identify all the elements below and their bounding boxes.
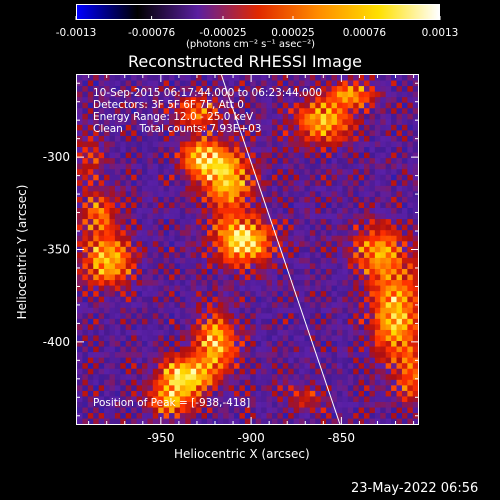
x-axis-label: Heliocentric X (arcsec) — [174, 447, 310, 461]
footer-date: 23-May-2022 06:56 — [351, 481, 479, 496]
colorbar-tick-label: -0.00076 — [128, 27, 176, 39]
colorbar-axis: -0.0013 -0.00076 -0.00025 0.00025 0.00076 0.0… — [56, 16, 459, 39]
solar-limb-line — [220, 75, 341, 424]
y-axis-label: Heliocentric Y (arcsec) — [15, 184, 29, 320]
x-axis-tick-label: -950 — [147, 431, 174, 445]
info-algorithm-counts: Clean Total counts: 7.93E+03 — [93, 123, 262, 135]
colorbar-tick-label: -0.00025 — [199, 27, 246, 39]
info-peak-position: Position of Peak = [-938,-418] — [93, 397, 251, 409]
colorbar-tick-label: -0.0013 — [56, 27, 97, 39]
colorbar-tick-label: 0.00025 — [271, 27, 314, 39]
y-axis-tick-label: -350 — [43, 243, 70, 257]
y-axis-tick-label: -300 — [43, 150, 70, 164]
chart-title: Reconstructed RHESSI Image — [128, 52, 362, 71]
colorbar-tick-label: 0.0013 — [422, 27, 459, 39]
heatmap-cells — [77, 75, 418, 424]
info-energy-range: Energy Range: 12.0 - 25.0 keV — [93, 111, 254, 123]
plot-area: 10-Sep-2015 06:17:44.000 to 06:23:44.000… — [76, 74, 419, 425]
info-time-range: 10-Sep-2015 06:17:44.000 to 06:23:44.000 — [93, 87, 323, 99]
info-detectors: Detectors: 3F 5F 6F 7F, Att 0 — [93, 99, 244, 111]
y-axis-tick-label: -400 — [43, 335, 70, 349]
heatmap-image — [77, 75, 418, 424]
x-axis-tick-label: -850 — [328, 431, 355, 445]
colorbar-units-label: (photons cm⁻² s⁻¹ asec⁻²) — [186, 39, 316, 50]
colorbar-tick-label: 0.00076 — [343, 27, 387, 39]
colorbar — [76, 4, 440, 20]
x-axis-tick-label: -900 — [237, 431, 264, 445]
